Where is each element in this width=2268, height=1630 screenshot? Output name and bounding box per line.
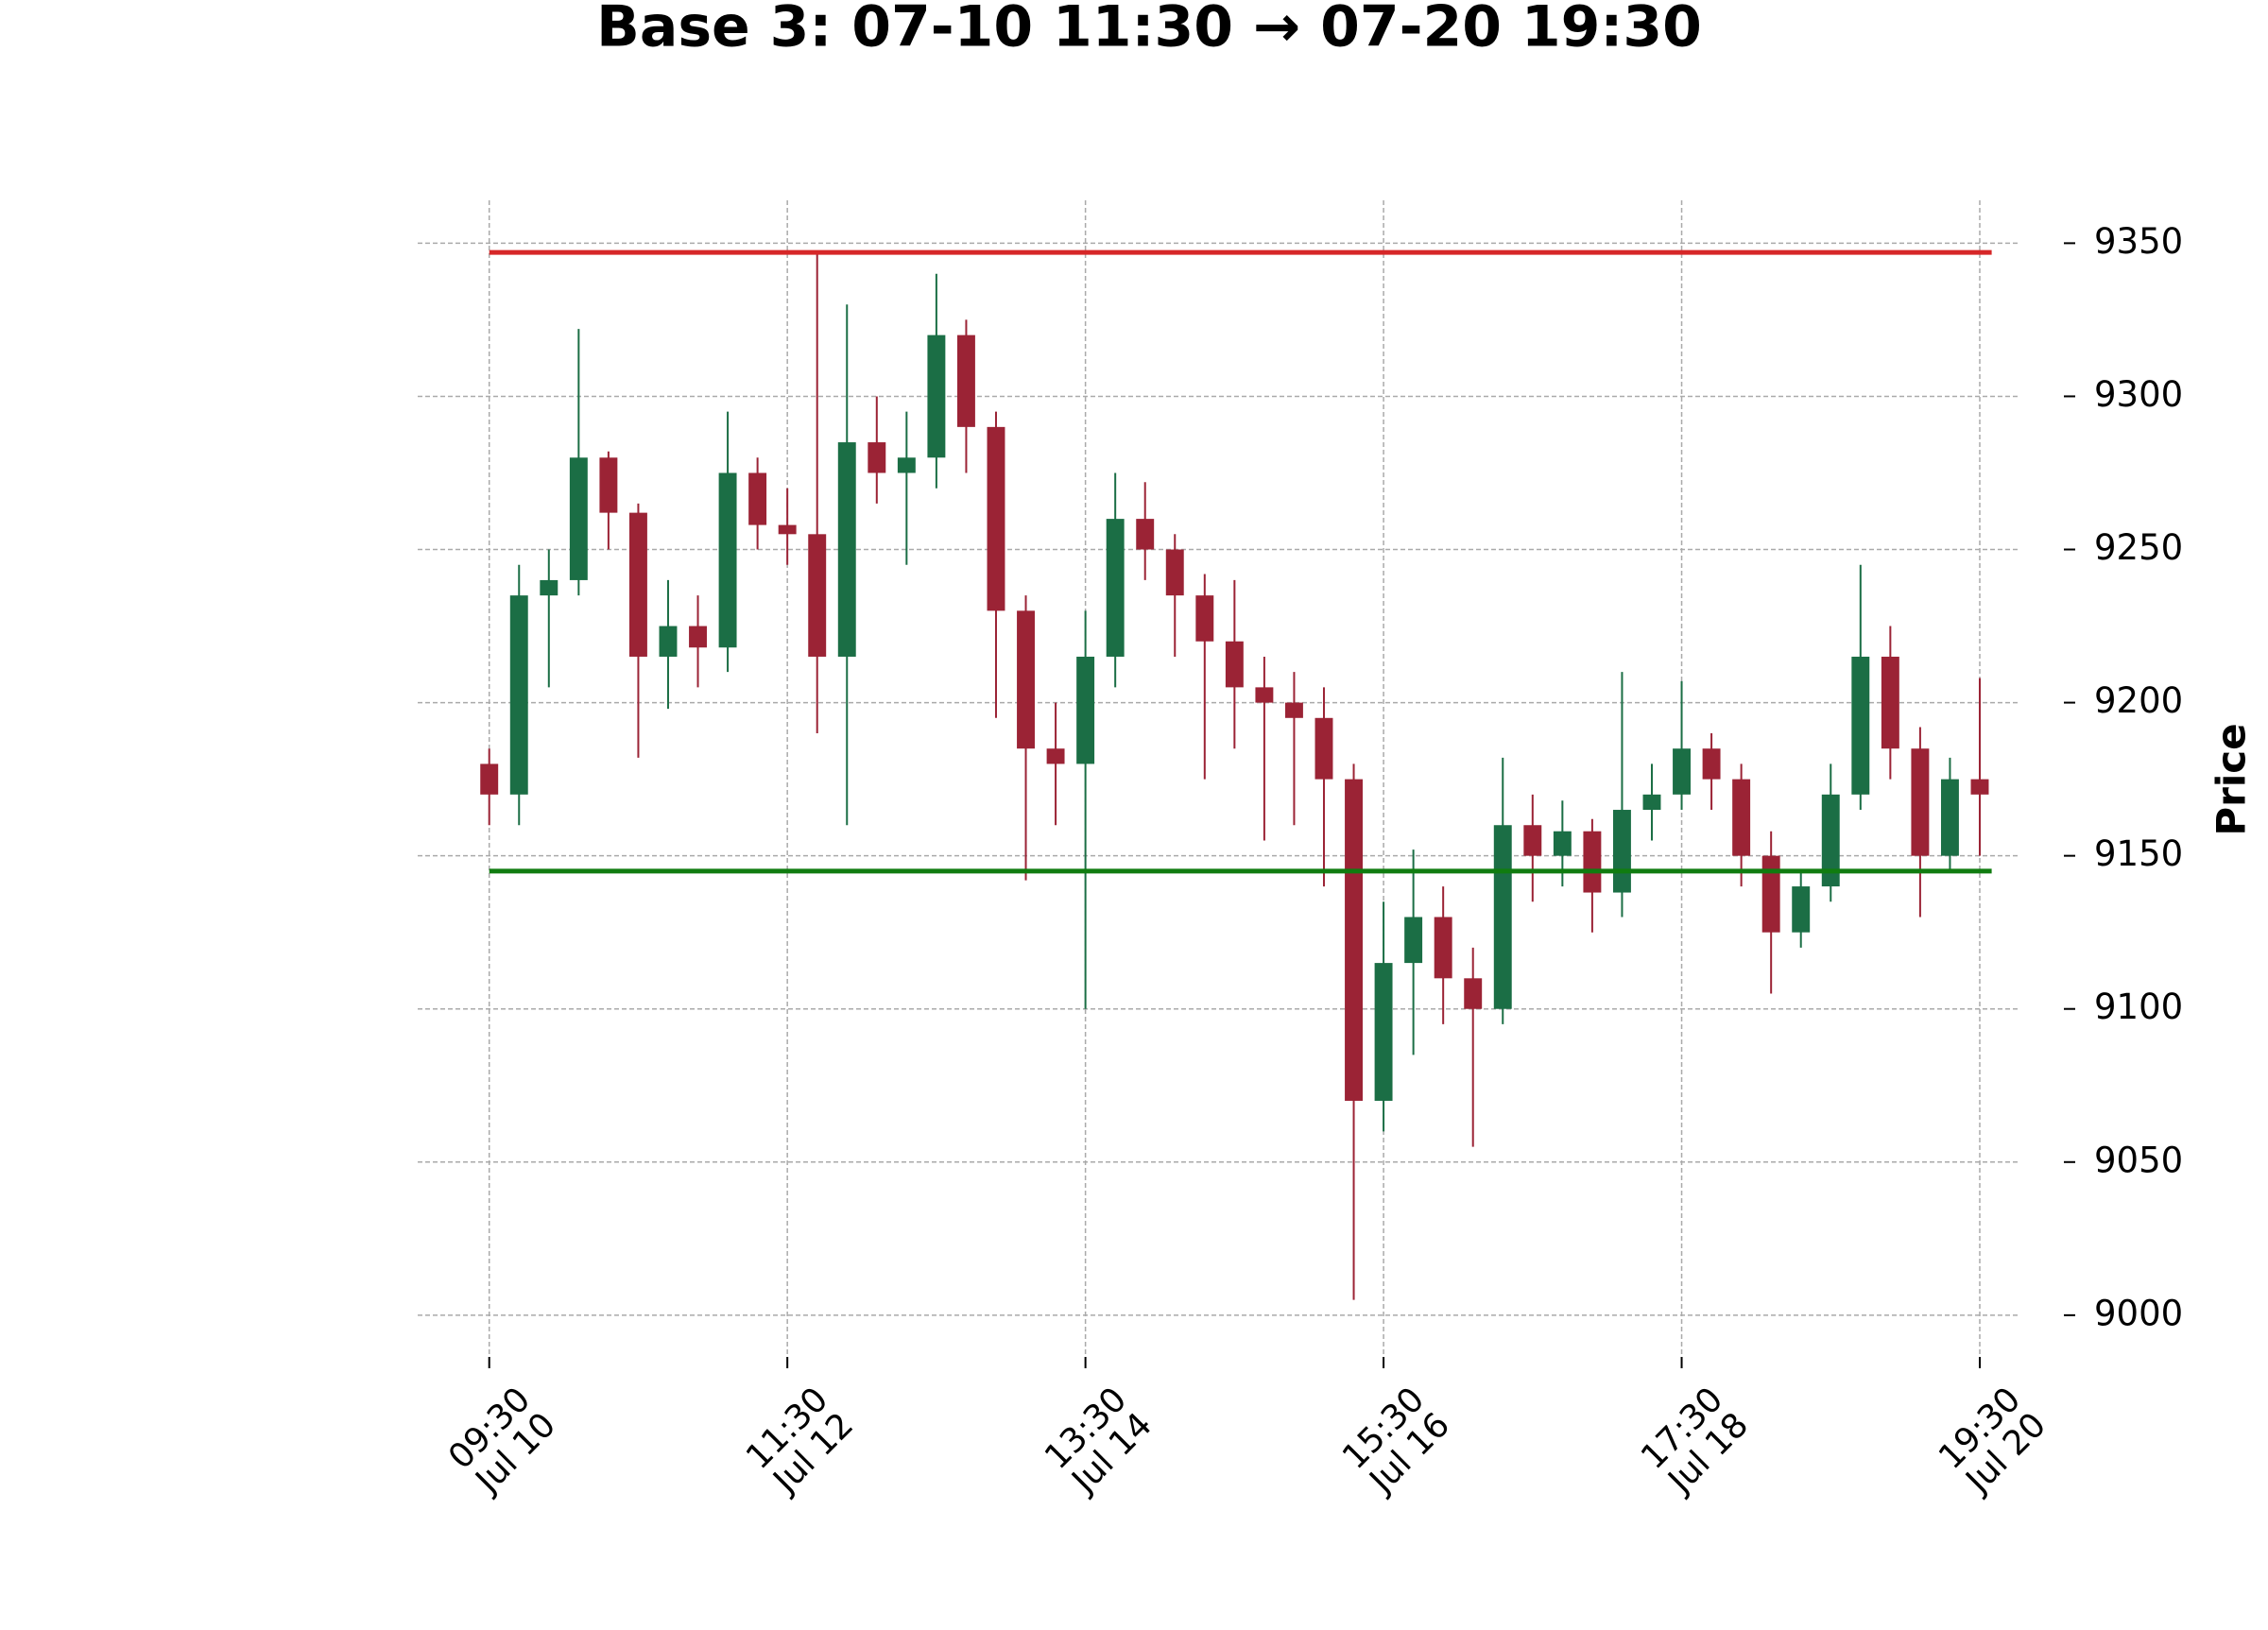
candle-body (1881, 656, 1899, 749)
candle-body (1076, 656, 1095, 764)
candle-body (480, 764, 499, 795)
candle-body (1493, 825, 1512, 1009)
candle-body (1017, 610, 1035, 749)
candle-body (1673, 748, 1691, 795)
candle-body (837, 442, 856, 657)
candle-body (748, 472, 767, 525)
candle-body (540, 579, 558, 596)
candle-body (868, 442, 886, 473)
candle-body (808, 534, 827, 657)
candle-body (569, 457, 588, 580)
y-tick-label: 9200 (2094, 680, 2183, 721)
candle-body (1553, 831, 1572, 856)
candle-body (1434, 917, 1452, 979)
candle-body (1046, 748, 1065, 764)
candle-body (778, 524, 797, 535)
candle-body (509, 595, 528, 795)
candle-body (1195, 595, 1214, 642)
candle-body (1940, 779, 1959, 856)
candle-body (1255, 687, 1274, 703)
y-tick-label: 9300 (2094, 374, 2183, 415)
candle-body (897, 457, 916, 473)
candle-body (1314, 717, 1333, 780)
candle-body (1225, 641, 1244, 688)
candle-body (956, 335, 975, 427)
y-tick-label: 9150 (2094, 833, 2183, 874)
candle-body (659, 626, 678, 657)
candle-body (987, 426, 1005, 611)
candle-body (1464, 978, 1483, 1009)
candle-body (1523, 825, 1542, 856)
candle-body (1851, 656, 1870, 795)
candle-body (1404, 917, 1423, 964)
y-tick-label: 9050 (2094, 1140, 2183, 1180)
y-tick-label: 9100 (2094, 987, 2183, 1027)
candle-body (599, 457, 618, 513)
candle-body (1970, 779, 1989, 795)
y-tick-label: 9350 (2094, 221, 2183, 262)
y-axis-label: Price (2208, 723, 2255, 835)
candle-body (1612, 810, 1631, 893)
candle-body (628, 512, 647, 657)
candle-body (1165, 549, 1184, 596)
candle-body (1106, 519, 1125, 657)
candle-body (1374, 963, 1393, 1101)
candle-body (1583, 831, 1602, 893)
candle-body (689, 626, 707, 648)
candle-body (1821, 794, 1840, 887)
candle-body (1642, 794, 1661, 811)
candle-body (1732, 779, 1751, 856)
candle-body (1761, 855, 1780, 933)
candle-body (718, 472, 737, 648)
candle-body (1702, 748, 1721, 780)
y-tick-label: 9000 (2094, 1293, 2183, 1333)
candle-body (1284, 702, 1303, 718)
chart-title: Base 3: 07-10 11:30 → 07-20 19:30 (596, 0, 1702, 60)
candle-body (927, 335, 946, 458)
candle-body (1792, 886, 1811, 933)
candle-body (1345, 779, 1363, 1101)
candle-body (1911, 748, 1930, 856)
candle-body (1136, 519, 1155, 550)
y-tick-label: 9250 (2094, 527, 2183, 568)
